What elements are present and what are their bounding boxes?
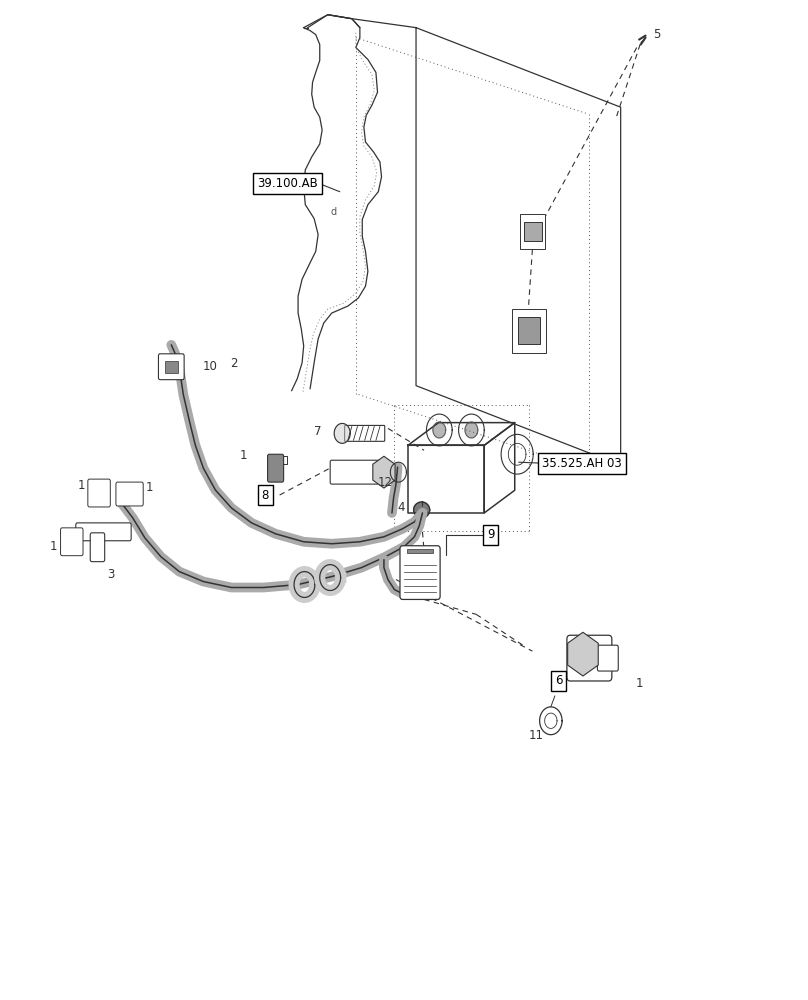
Bar — [407, 549, 433, 553]
Bar — [520, 214, 545, 249]
Text: 6: 6 — [555, 674, 562, 687]
Text: 4: 4 — [398, 501, 406, 514]
Text: 12: 12 — [377, 476, 392, 489]
Text: 3: 3 — [107, 568, 115, 581]
Polygon shape — [414, 502, 430, 518]
Text: 1: 1 — [49, 540, 57, 553]
Text: 10: 10 — [202, 360, 217, 373]
Text: 1: 1 — [635, 677, 643, 690]
FancyBboxPatch shape — [88, 479, 111, 507]
FancyBboxPatch shape — [116, 482, 143, 506]
Text: 8: 8 — [262, 489, 269, 502]
Polygon shape — [568, 632, 598, 676]
Polygon shape — [372, 456, 395, 488]
Text: 2: 2 — [230, 357, 238, 370]
Bar — [165, 361, 178, 373]
FancyBboxPatch shape — [90, 533, 105, 562]
Text: 1: 1 — [240, 449, 247, 462]
FancyBboxPatch shape — [345, 425, 385, 441]
FancyBboxPatch shape — [567, 635, 612, 681]
FancyBboxPatch shape — [76, 523, 131, 541]
Bar — [512, 309, 546, 353]
Bar — [518, 317, 541, 344]
Text: 35.525.AH 03: 35.525.AH 03 — [542, 457, 622, 470]
FancyBboxPatch shape — [400, 546, 440, 599]
Polygon shape — [433, 422, 446, 438]
FancyBboxPatch shape — [597, 645, 618, 671]
Bar — [524, 222, 542, 241]
Polygon shape — [465, 422, 478, 438]
Text: 39.100.AB: 39.100.AB — [257, 177, 318, 190]
Text: 7: 7 — [314, 425, 321, 438]
Text: d: d — [330, 207, 336, 217]
FancyBboxPatch shape — [330, 460, 385, 484]
FancyBboxPatch shape — [61, 528, 83, 556]
Text: 1: 1 — [78, 479, 85, 492]
Text: 11: 11 — [529, 729, 544, 742]
Text: 5: 5 — [654, 28, 661, 41]
Text: 9: 9 — [487, 528, 494, 541]
FancyBboxPatch shape — [158, 354, 184, 380]
Text: 1: 1 — [146, 481, 154, 494]
Polygon shape — [335, 423, 350, 443]
FancyBboxPatch shape — [267, 454, 284, 482]
